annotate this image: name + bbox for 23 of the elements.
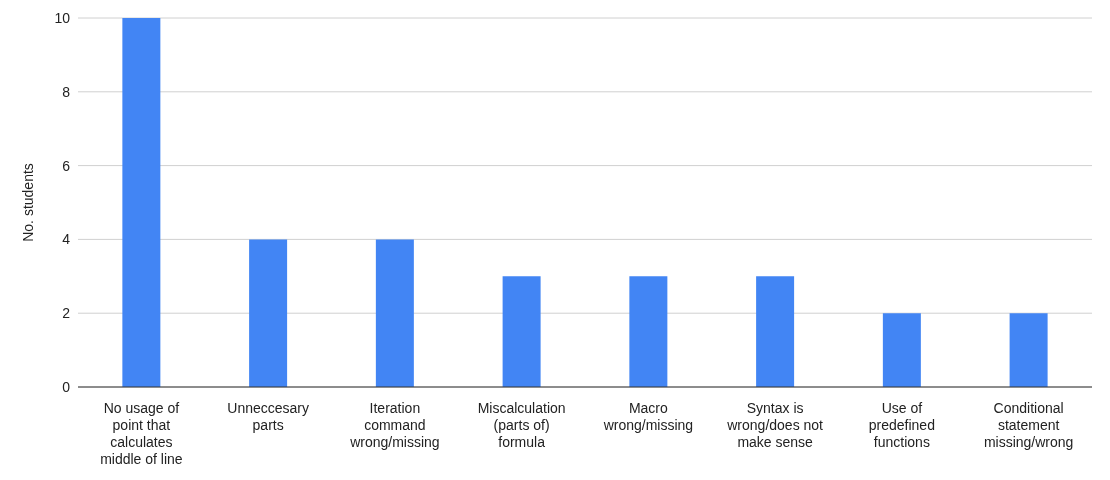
bar (375, 239, 414, 387)
x-tick-label: Use of predefined functions (868, 400, 935, 450)
bar (756, 276, 795, 387)
y-axis-title: No. students (19, 163, 36, 242)
y-tick-label: 8 (62, 83, 71, 100)
bar (249, 239, 288, 387)
bar (502, 276, 541, 387)
x-tick-label: No usage of point that calculates middle of line (100, 400, 183, 467)
bar (1009, 313, 1048, 387)
x-tick-label: Iteration command wrong/missing (349, 400, 440, 450)
x-tick-label: Miscalculation (parts of) formula (477, 400, 566, 450)
y-tick-label: 0 (62, 378, 71, 395)
y-tick-label: 4 (62, 231, 71, 248)
y-tick-label: 2 (62, 305, 71, 322)
bar (629, 276, 668, 387)
x-tick-label: Macro wrong/missing (602, 400, 694, 433)
y-tick-label: 6 (62, 157, 71, 174)
y-tick-label: 10 (54, 9, 71, 26)
bar (122, 18, 161, 387)
x-tick-label: Syntax is wrong/does not make sense (726, 400, 824, 450)
x-tick-label: Conditional statement missing/wrong (983, 400, 1074, 450)
x-tick-label: Unneccesary parts (227, 400, 309, 433)
bar (882, 313, 921, 387)
